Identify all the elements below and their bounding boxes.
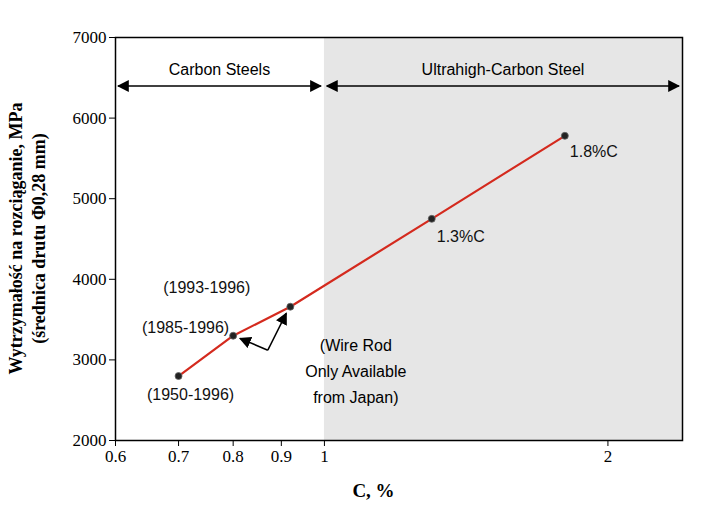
svg-text:0.7: 0.7 — [168, 447, 190, 466]
svg-text:4000: 4000 — [73, 270, 107, 289]
svg-text:Carbon Steels: Carbon Steels — [169, 61, 270, 78]
svg-text:2000: 2000 — [73, 431, 107, 450]
svg-text:(1950-1996): (1950-1996) — [147, 386, 234, 403]
svg-text:1.3%C: 1.3%C — [437, 228, 485, 245]
svg-text:Ultrahigh-Carbon Steel: Ultrahigh-Carbon Steel — [422, 61, 585, 78]
svg-text:3000: 3000 — [73, 350, 107, 369]
svg-text:(Wire RodOnly Availablefrom Ja: (Wire RodOnly Availablefrom Japan) — [305, 337, 406, 406]
svg-text:(średnica drutu Φ0,28 mm): (średnica drutu Φ0,28 mm) — [29, 133, 50, 344]
svg-text:C, %: C, % — [352, 480, 394, 501]
svg-text:1.8%C: 1.8%C — [570, 143, 618, 160]
svg-text:(1993-1996): (1993-1996) — [163, 279, 250, 296]
svg-text:6000: 6000 — [73, 109, 107, 128]
svg-text:0.6: 0.6 — [105, 447, 126, 466]
svg-text:1: 1 — [320, 447, 329, 466]
svg-text:5000: 5000 — [73, 189, 107, 208]
svg-text:(1985-1996): (1985-1996) — [142, 319, 229, 336]
svg-text:7000: 7000 — [73, 28, 107, 47]
svg-text:0.9: 0.9 — [271, 447, 292, 466]
svg-text:2: 2 — [604, 447, 613, 466]
svg-text:Wytrzymałość na rozciąganie, M: Wytrzymałość na rozciąganie, MPa — [6, 103, 26, 375]
svg-text:0.8: 0.8 — [223, 447, 244, 466]
